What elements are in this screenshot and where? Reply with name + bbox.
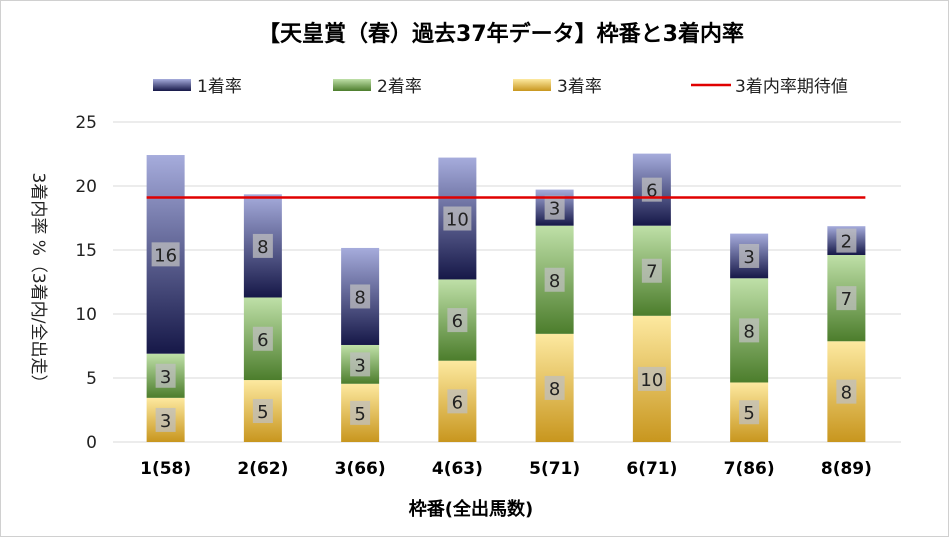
data-label-box: [836, 286, 857, 311]
data-label: 10: [640, 370, 663, 391]
data-label-box: [641, 258, 662, 283]
data-label-box: [443, 206, 472, 231]
data-label-box: [155, 363, 176, 388]
data-label-box: [252, 233, 273, 258]
data-label: 8: [549, 379, 560, 400]
x-tick-label: 2(62): [237, 459, 288, 479]
x-axis-label: 枠番(全出馬数): [409, 498, 533, 520]
chart-title: 【天皇賞（春）過去37年データ】枠番と3着内率: [258, 21, 744, 47]
bar-stack: 5 8 3: [730, 233, 769, 442]
data-label-box: [544, 195, 565, 220]
bar-stack: 5 3 8: [341, 247, 380, 442]
x-tick-label: 4(63): [432, 459, 483, 479]
y-axis-label: 3着内率 %（3着内/全出走）: [28, 173, 48, 392]
data-label: 8: [841, 383, 852, 404]
legend-swatch: [513, 79, 551, 91]
y-tick-label: 5: [86, 369, 97, 389]
y-tick-label: 20: [75, 177, 97, 197]
data-label: 5: [354, 404, 365, 425]
data-label: 3: [354, 355, 365, 376]
data-label: 3: [160, 411, 171, 432]
x-tick-label: 8(89): [821, 459, 872, 479]
data-label-box: [155, 407, 176, 432]
data-label-box: [836, 379, 857, 404]
data-label-box: [739, 318, 760, 343]
data-label: 8: [257, 237, 268, 258]
bars: 3 3 16 5 6 8 5 3 8 6 6 10 8 8 3 10 7 6 5 8 3 8 7 2: [146, 153, 866, 442]
data-label: 6: [646, 181, 657, 202]
legend-label: 3着内率期待値: [735, 77, 848, 97]
x-axis-ticks: 1(58) 2(62) 3(66) 4(63) 5(71) 6(71) 7(86) 8(89): [140, 459, 872, 479]
x-tick-label: 7(86): [724, 459, 775, 479]
data-label-box: [544, 267, 565, 292]
legend-label: 1着率: [197, 77, 242, 97]
x-tick-label: 6(71): [626, 459, 677, 479]
data-label: 8: [354, 287, 365, 308]
legend-swatch: [333, 79, 371, 91]
y-tick-label: 25: [75, 113, 97, 133]
data-label-box: [447, 389, 468, 414]
data-label-box: [252, 399, 273, 424]
bar-stack: 8 8 3: [535, 189, 574, 442]
data-label-box: [447, 308, 468, 333]
data-label: 8: [549, 271, 560, 292]
gridlines: [113, 121, 901, 443]
data-label: 3: [743, 247, 754, 268]
y-tick-label: 10: [75, 305, 97, 325]
data-label: 5: [743, 403, 754, 424]
data-label: 7: [646, 262, 657, 283]
data-label: 6: [452, 311, 463, 332]
y-axis-ticks: 0 5 10 15 20 25: [75, 113, 97, 453]
data-label-box: [350, 284, 371, 309]
y-tick-label: 15: [75, 241, 97, 261]
data-label: 2: [841, 232, 852, 253]
data-label-box: [151, 242, 180, 267]
bar-stack: 6 6 10: [438, 157, 477, 442]
data-label-box: [544, 375, 565, 400]
bar-stack: 10 7 6: [632, 153, 671, 442]
data-label: 10: [446, 210, 469, 231]
data-label-box: [739, 243, 760, 268]
x-tick-label: 3(66): [335, 459, 386, 479]
data-label: 16: [154, 245, 177, 266]
x-tick-label: 1(58): [140, 459, 191, 479]
legend-swatch: [153, 79, 191, 91]
legend-label: 2着率: [377, 77, 422, 97]
x-tick-label: 5(71): [529, 459, 580, 479]
data-label: 8: [743, 321, 754, 342]
data-label: 6: [452, 392, 463, 413]
data-label: 3: [160, 367, 171, 388]
data-label-box: [637, 366, 666, 391]
y-tick-label: 0: [86, 433, 97, 453]
legend-label: 3着率: [557, 77, 602, 97]
bar-stack: 5 6 8: [243, 194, 282, 442]
bar-stack: 8 7 2: [827, 226, 866, 442]
data-label-box: [641, 177, 662, 202]
data-label: 6: [257, 330, 268, 351]
data-label-box: [739, 400, 760, 425]
data-label-box: [350, 400, 371, 425]
data-label-box: [350, 352, 371, 377]
data-label-box: [836, 228, 857, 253]
bar-stack: 3 3 16: [146, 155, 185, 442]
data-label-box: [252, 326, 273, 351]
data-label: 7: [841, 289, 852, 310]
legend: 1着率 2着率 3着率 3着内率期待値: [153, 77, 848, 97]
data-label: 5: [257, 402, 268, 423]
data-label: 3: [549, 199, 560, 220]
